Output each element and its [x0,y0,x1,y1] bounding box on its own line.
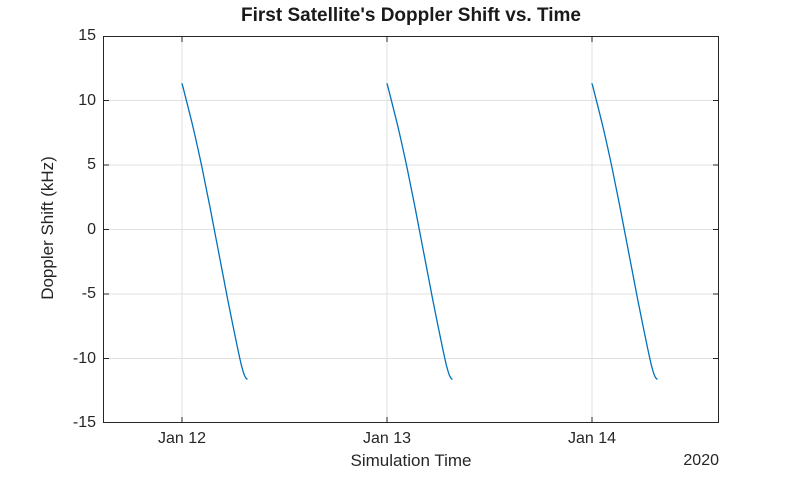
x-tick-label: Jan 12 [157,430,207,447]
x-axis-label: Simulation Time [350,451,472,470]
x-tick-label: Jan 14 [567,430,617,447]
doppler-curve [591,83,658,380]
doppler-curve [386,83,453,380]
grid-lines [103,36,719,423]
x-tick-label: Jan 13 [362,430,412,447]
x-axis-year-label: 2020 [683,452,719,469]
y-tick-label: -5 [81,285,96,302]
y-tick-label: 15 [78,27,96,44]
y-tick-label: -10 [72,349,96,367]
y-tick-label: -15 [72,414,96,431]
y-tick-label: 10 [78,91,96,109]
doppler-curve [181,83,248,380]
plot-area [103,36,719,423]
y-tick-label: 5 [87,156,96,173]
axes-box [103,36,719,423]
y-tick-label: 0 [87,220,96,238]
chart-title: First Satellite's Doppler Shift vs. Time [241,5,581,26]
